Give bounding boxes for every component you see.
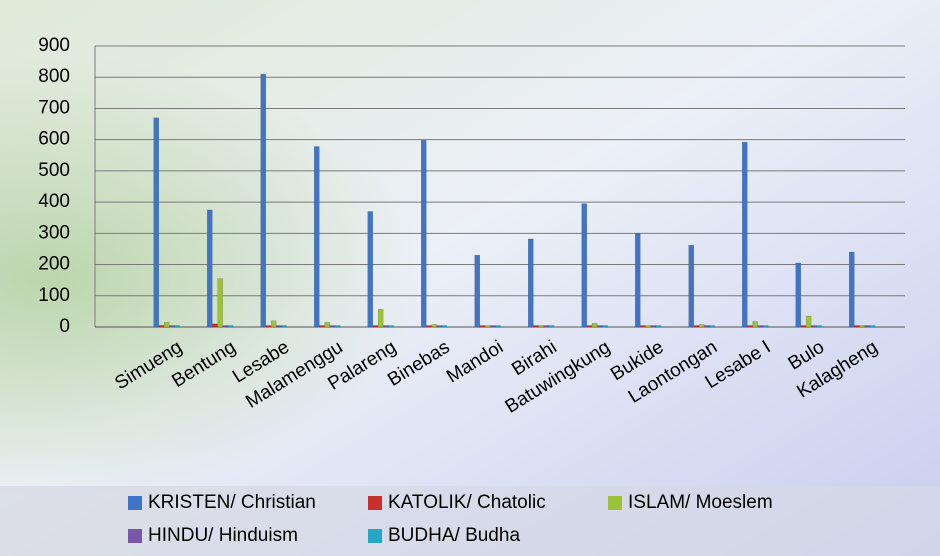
bar [602,325,608,328]
bar [153,117,159,328]
bar [586,325,593,328]
y-tick-label: 800 [38,66,70,87]
bar [805,315,812,328]
bar [800,325,807,328]
bar [372,325,379,328]
bar [747,325,753,328]
bar [431,324,437,328]
bar [752,321,758,328]
bar [742,141,748,328]
bar [640,325,646,328]
bar [207,209,213,328]
bar [495,325,501,328]
bar [174,325,180,328]
bar [795,262,801,328]
bar [693,325,700,328]
bar [388,325,394,328]
bar [334,325,341,328]
y-tick-label: 600 [38,129,70,150]
bar [591,323,598,328]
bar [426,325,432,328]
bar [816,325,822,328]
bar [479,325,486,328]
y-tick-label: 900 [38,35,70,56]
legend-swatch [128,496,142,510]
legend-label: BUDHA/ Budha [388,525,520,546]
bar [854,325,860,328]
y-tick-label: 100 [38,285,70,306]
bar [212,323,218,328]
bar [217,278,223,328]
bar [597,325,603,328]
bar [324,322,330,328]
bar [704,325,710,328]
bar [383,325,389,328]
bar [548,325,555,328]
bar [163,322,170,328]
bar [260,73,266,328]
bar [543,325,550,328]
y-tick-label: 300 [38,222,70,243]
bar [688,244,694,328]
bar [538,325,544,328]
bar [635,233,641,328]
bar [528,238,534,328]
bar [281,325,287,328]
bar [655,325,662,328]
bar [474,254,480,328]
bar [265,325,272,328]
bar [849,251,855,328]
y-tick-label: 0 [59,316,70,337]
bar [762,325,769,328]
bar [319,325,325,328]
bar [864,325,871,328]
bar [169,325,175,328]
bar [645,325,651,328]
bar [650,325,657,328]
bar [421,140,427,328]
bar [270,320,277,328]
bar [377,308,384,328]
bar [441,325,448,328]
y-tick-label: 500 [38,160,70,181]
bar [227,325,234,328]
bar [484,325,491,328]
bar [698,324,705,328]
bar [367,211,373,328]
bar [436,325,443,328]
bar [329,325,336,328]
bar [757,325,764,328]
y-tick-label: 700 [38,97,70,118]
legend-label: HINDU/ Hinduism [148,525,298,546]
legend-swatch [368,496,382,510]
bar [709,325,715,328]
legend-label: ISLAM/ Moeslem [628,492,773,513]
y-tick-label: 400 [38,191,70,212]
bar [314,146,320,328]
bar [869,325,876,328]
bar [581,203,587,328]
bar [222,325,229,328]
bar [490,325,496,328]
y-tick-label: 200 [38,254,70,275]
legend-band [0,486,940,556]
bar [276,325,282,328]
legend-swatch [608,496,622,510]
legend-swatch [128,529,142,543]
legend-label: KRISTEN/ Christian [148,492,316,513]
legend-label: KATOLIK/ Chatolic [388,492,546,513]
legend-swatch [368,529,382,543]
bar [158,325,165,328]
bar [533,325,539,328]
bar [859,325,865,328]
bar [811,325,817,328]
